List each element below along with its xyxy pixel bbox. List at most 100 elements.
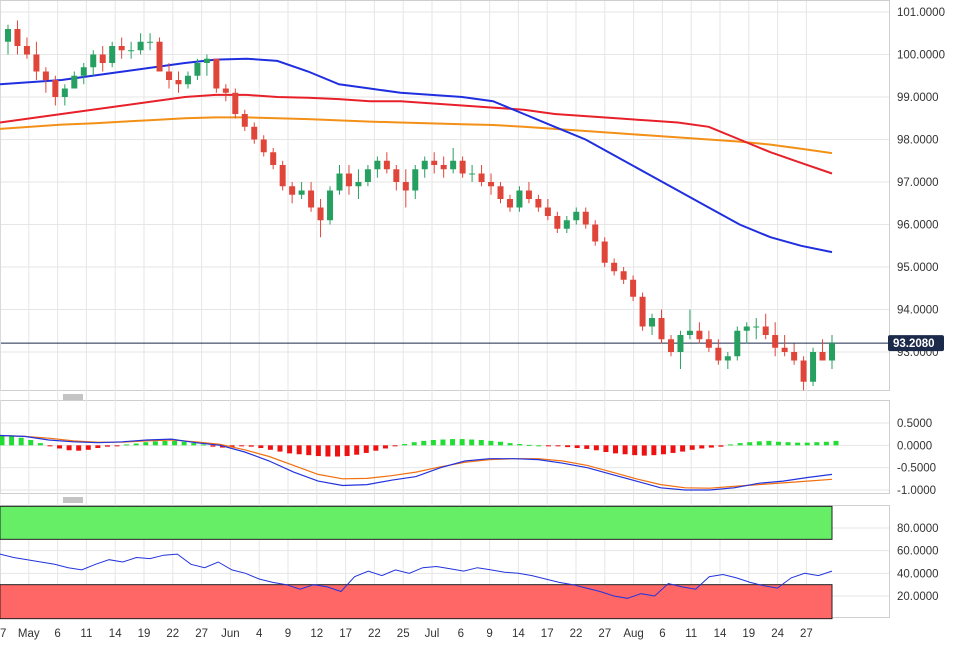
candle-body: [753, 326, 760, 328]
candle-body: [620, 271, 627, 280]
macd-histogram-bar: [507, 443, 513, 446]
candle: [829, 335, 835, 369]
macd-histogram-bar: [363, 445, 369, 453]
macd-histogram-bar: [680, 445, 686, 452]
x-tick-label: Aug: [623, 628, 643, 640]
candle-body: [630, 279, 637, 297]
macd-histogram-bar: [47, 445, 53, 447]
y-tick-label: 98.0000: [897, 135, 939, 147]
macd-histogram-bar: [143, 442, 149, 446]
candle: [743, 322, 750, 344]
candle-body: [355, 182, 362, 187]
macd-histogram-bar: [747, 442, 753, 446]
y-tick-label: 101.0000: [897, 7, 945, 19]
candle: [203, 54, 210, 76]
candle-body: [71, 75, 78, 89]
y-tick-label: 97.0000: [897, 177, 939, 189]
panel-resize-handle-macd[interactable]: [63, 394, 83, 400]
candle-body: [431, 160, 438, 165]
candle-body: [800, 360, 807, 382]
macd-histogram-bar: [9, 436, 15, 446]
candle: [232, 88, 239, 119]
x-tick-label: 19: [742, 628, 755, 640]
candle: [696, 322, 703, 344]
macd-histogram-bar: [57, 445, 63, 449]
macd-histogram-bar: [565, 445, 571, 448]
candle-body: [715, 347, 722, 361]
sma100-line: [0, 93, 833, 175]
macd-y-tick-label: -1.0000: [897, 485, 936, 497]
macd-histogram-bar: [277, 445, 283, 452]
candle-body: [667, 339, 674, 352]
macd-histogram-bar: [0, 435, 5, 446]
macd-signal-line: [0, 434, 833, 489]
candle-body: [33, 54, 40, 72]
candle: [554, 211, 561, 233]
macd-histogram-bar: [296, 445, 302, 455]
candle-body: [819, 352, 826, 361]
candle: [137, 33, 144, 55]
candle-body: [535, 199, 542, 208]
macd-histogram-bar: [613, 445, 619, 454]
price-panel: [0, 0, 890, 391]
macd-y-tick-label: 0.5000: [897, 418, 932, 430]
macd-histogram-bar: [28, 439, 34, 446]
macd-histogram-bar: [622, 445, 628, 455]
macd-layer: [0, 434, 839, 491]
candle-body: [658, 318, 665, 340]
x-tick-label: 22: [570, 628, 583, 640]
candle: [5, 24, 11, 55]
y-tick-label: 100.0000: [897, 50, 945, 62]
candle: [156, 37, 163, 72]
macd-histogram-bar: [162, 440, 168, 446]
macd-histogram-bar: [517, 443, 523, 446]
macd-histogram-bar: [469, 439, 475, 446]
candle: [715, 339, 722, 365]
candle: [431, 152, 438, 174]
candle: [128, 41, 135, 59]
macd-histogram-bar: [497, 441, 503, 446]
candle-body: [469, 173, 476, 175]
macd-histogram-bar: [248, 445, 254, 447]
x-tick-label: 24: [771, 628, 784, 640]
macd-histogram-bar: [382, 445, 388, 449]
candle-body: [118, 46, 125, 51]
candle: [440, 156, 447, 178]
candle-body: [260, 139, 267, 153]
candle: [544, 199, 551, 221]
macd-histogram-bar: [699, 445, 705, 449]
candle: [516, 186, 523, 212]
macd-histogram-bar: [737, 443, 743, 446]
macd-histogram-bar: [804, 442, 810, 446]
candle: [23, 37, 30, 59]
macd-histogram-bar: [593, 445, 599, 451]
candle: [469, 165, 476, 182]
candle-body: [345, 173, 352, 187]
candle-body: [232, 92, 239, 114]
candle: [213, 58, 220, 93]
x-tick-label: 27: [800, 628, 813, 640]
macd-histogram-bar: [555, 445, 561, 447]
x-tick-label: 17: [541, 628, 554, 640]
rsi-y-tick-label: 80.0000: [897, 523, 939, 535]
candle-body: [289, 186, 296, 195]
candle: [535, 194, 542, 212]
y-tick-label: 99.0000: [897, 92, 939, 104]
candle-body: [677, 335, 684, 352]
macd-histogram-bar: [823, 441, 829, 446]
candle-body: [497, 186, 504, 199]
candle-body: [488, 182, 495, 187]
x-tick-label: 11: [80, 628, 92, 640]
candle: [791, 343, 798, 365]
candle-body: [203, 58, 210, 63]
candle: [99, 46, 106, 72]
candle-body: [128, 50, 135, 52]
candle: [573, 207, 580, 225]
panel-resize-handle-rsi[interactable]: [63, 497, 83, 503]
macd-histogram-bar: [392, 445, 398, 447]
x-tick-label: 11: [685, 628, 697, 640]
rsi-oversold-zone: [0, 584, 833, 620]
macd-y-tick-label: 0.0000: [897, 440, 932, 452]
candle: [260, 135, 267, 157]
